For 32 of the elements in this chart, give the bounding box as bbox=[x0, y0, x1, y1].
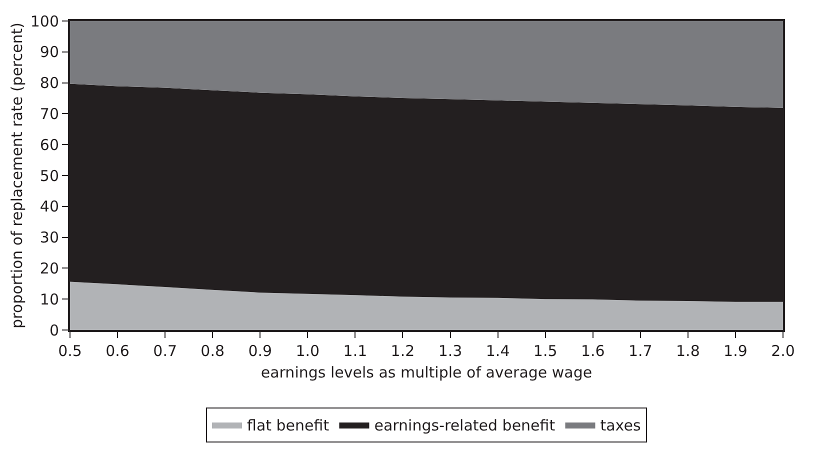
y-axis-title: proportion of replacement rate (percent) bbox=[8, 22, 26, 328]
y-tick-label: 30 bbox=[40, 228, 59, 247]
y-tick-label: 10 bbox=[40, 290, 59, 308]
x-axis-title: earnings levels as multiple of average wage bbox=[260, 364, 592, 382]
x-tick-label: 1.6 bbox=[580, 342, 605, 360]
x-tick-label: 1.1 bbox=[343, 342, 368, 360]
x-tick-label: 1.8 bbox=[676, 342, 700, 360]
x-tick-label: 1.2 bbox=[390, 342, 415, 360]
y-tick-label: 70 bbox=[40, 104, 59, 123]
y-tick-label: 60 bbox=[40, 136, 59, 154]
x-tick-label: 1.3 bbox=[438, 342, 462, 360]
legend-label: flat benefit bbox=[247, 416, 330, 434]
y-tick-label: 20 bbox=[40, 259, 59, 278]
x-tick-label: 1.0 bbox=[296, 342, 320, 360]
y-tick-label: 90 bbox=[40, 43, 59, 62]
x-tick-label: 0.7 bbox=[153, 342, 177, 360]
y-tick-label: 80 bbox=[40, 74, 59, 92]
x-tick-label: 2.0 bbox=[771, 342, 795, 360]
y-tick-label: 40 bbox=[40, 198, 59, 216]
legend-label: earnings-related benefit bbox=[374, 416, 556, 434]
y-tick-label: 50 bbox=[40, 166, 59, 185]
x-tick-label: 0.8 bbox=[200, 342, 225, 360]
x-tick-label: 1.9 bbox=[724, 342, 748, 360]
x-tick-label: 0.5 bbox=[58, 342, 82, 360]
x-tick-label: 0.9 bbox=[248, 342, 272, 360]
x-tick-label: 1.7 bbox=[628, 342, 652, 360]
legend-label: taxes bbox=[600, 416, 641, 434]
x-tick-label: 0.6 bbox=[106, 342, 130, 360]
y-tick-label: 0 bbox=[49, 321, 59, 340]
x-tick-label: 1.5 bbox=[533, 342, 558, 360]
x-tick-label: 1.4 bbox=[486, 342, 510, 360]
y-tick-label: 100 bbox=[30, 12, 59, 30]
